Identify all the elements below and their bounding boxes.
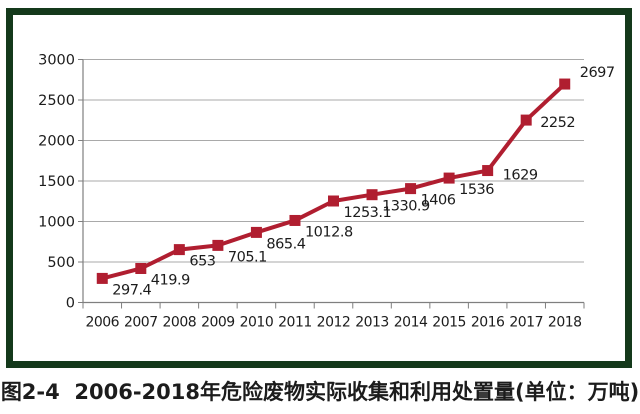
data-point-marker [173,244,185,256]
data-point-label: 653 [189,254,215,270]
data-point-label: 1012.8 [305,224,353,240]
x-tick-label: 2010 [240,315,274,331]
data-point-label: 1253.1 [344,205,392,221]
x-tick-label: 2016 [471,315,505,331]
y-tick-label: 1500 [38,174,75,190]
y-tick-label: 500 [47,255,75,271]
x-tick-label: 2006 [85,315,119,331]
y-tick-label: 2000 [38,134,75,150]
data-point-marker [212,239,224,251]
data-point-label: 1330.9 [382,199,430,215]
data-point-marker [405,183,417,195]
data-point-marker [328,195,339,207]
x-tick-label: 2015 [432,315,466,331]
data-point-marker [482,165,494,177]
data-point-label: 1536 [459,182,494,198]
data-point-label: 1629 [503,168,538,184]
data-point-label: 2697 [580,65,615,81]
chart-frame [6,8,632,368]
x-tick-label: 2013 [355,315,389,331]
data-point-label: 1406 [421,193,456,209]
data-point-marker [135,262,147,274]
data-point-label: 2252 [540,115,575,131]
x-tick-label: 2018 [548,315,582,331]
x-tick-label: 2008 [163,315,197,331]
data-point-label: 419.9 [151,272,190,288]
data-point-label: 865.4 [266,236,305,252]
data-point-label: 705.1 [228,249,267,265]
line-chart: 0 500 1000 1500 2000 2500 3000 2006 2007 2008 2009… [38,53,615,331]
x-tick-label: 2009 [201,315,235,331]
data-point-marker [366,189,378,201]
y-tick-label: 0 [66,296,75,312]
x-tick-label: 2014 [394,315,428,331]
x-tick-label: 2007 [124,315,158,331]
data-point-marker [250,226,262,238]
y-tick-label: 2500 [38,93,75,109]
x-tick-label: 2017 [509,315,543,331]
y-tick-label: 3000 [38,53,75,69]
x-tick-label: 2011 [278,315,312,331]
data-point-marker [443,172,455,184]
figure-caption: 图2-4 2006-2018年危险废物实际收集和利用处置量(单位：万吨) [0,380,640,404]
data-point-marker [289,214,301,226]
data-point-marker [520,114,532,126]
data-point-label: 297.4 [112,282,151,298]
y-tick-label: 1000 [38,215,75,231]
x-tick-label: 2012 [317,315,351,331]
data-point-marker [96,272,108,284]
data-point-marker [559,78,571,90]
